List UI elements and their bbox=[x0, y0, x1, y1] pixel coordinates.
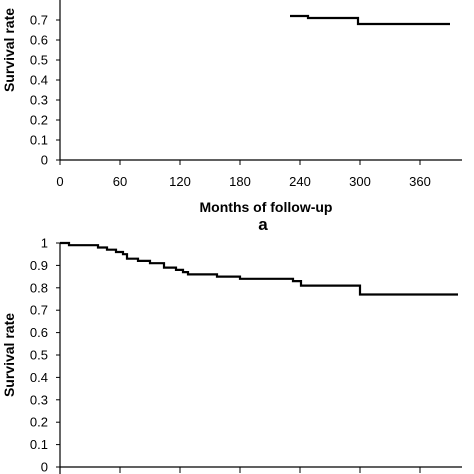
panel-b-chart: 0 0.1 0.2 0.3 0.4 0.5 0.6 0.7 0.8 0.9 1 Survival r… bbox=[1, 236, 462, 474]
panel-a-y-tick-label: 0.7 bbox=[30, 13, 48, 28]
panel-b-y-tick-label: 0.6 bbox=[30, 325, 48, 340]
panel-a-y-tick-label: 0.5 bbox=[30, 53, 48, 68]
panel-a-y-tick-label: 0 bbox=[41, 153, 48, 168]
panel-a-y-tick-label: 0.3 bbox=[30, 93, 48, 108]
panel-b-y-tick-label: 0.5 bbox=[30, 348, 48, 363]
panel-b-y-ticks: 0 0.1 0.2 0.3 0.4 0.5 0.6 0.7 0.8 0.9 1 bbox=[30, 236, 60, 474]
panel-b-y-tick-label: 0.3 bbox=[30, 392, 48, 407]
panel-a-survival-curve bbox=[290, 14, 450, 26]
panel-b-y-tick-label: 0 bbox=[41, 460, 48, 474]
panel-b-y-tick-label: 0.7 bbox=[30, 303, 48, 318]
panel-a-y-ticks: 0 0.1 0.2 0.3 0.4 0.5 0.6 0.7 bbox=[30, 13, 60, 168]
panel-a-y-axis-title: Survival rate bbox=[1, 8, 17, 92]
panel-b-y-tick-label: 0.1 bbox=[30, 437, 48, 452]
panel-a-x-ticks: 0 60 120 180 240 300 360 bbox=[56, 160, 431, 189]
panel-a-chart: 0 0.1 0.2 0.3 0.4 0.5 0.6 0.7 0 60 120 180 240 300 36… bbox=[1, 0, 462, 234]
panel-a-y-tick-label: 0.6 bbox=[30, 33, 48, 48]
panel-a-x-tick-label: 120 bbox=[169, 174, 191, 189]
panel-b-y-tick-label: 0.8 bbox=[30, 280, 48, 295]
panel-b-y-tick-label: 0.9 bbox=[30, 258, 48, 273]
panel-a-x-axis-title: Months of follow-up bbox=[200, 199, 333, 215]
panel-b-x-ticks bbox=[59, 467, 421, 473]
panel-a-x-tick-label: 240 bbox=[289, 174, 311, 189]
panel-a-x-tick-label: 0 bbox=[56, 174, 63, 189]
panel-a-x-tick-label: 60 bbox=[113, 174, 127, 189]
panel-a-x-tick-label: 360 bbox=[409, 174, 431, 189]
panel-b-y-tick-label: 0.2 bbox=[30, 415, 48, 430]
panel-a-x-tick-label: 300 bbox=[349, 174, 371, 189]
panel-b-y-tick-label: 1 bbox=[41, 236, 48, 251]
panel-a-x-tick-label: 180 bbox=[229, 174, 251, 189]
panel-b-y-axis-title: Survival rate bbox=[1, 313, 17, 397]
panel-a-y-tick-label: 0.4 bbox=[30, 73, 48, 88]
panel-a-y-tick-label: 0.2 bbox=[30, 113, 48, 128]
panel-b-y-tick-label: 0.4 bbox=[30, 370, 48, 385]
panel-a-y-tick-label: 0.1 bbox=[30, 133, 48, 148]
panel-a-label: a bbox=[258, 215, 268, 234]
panel-b-survival-curve bbox=[60, 241, 458, 296]
